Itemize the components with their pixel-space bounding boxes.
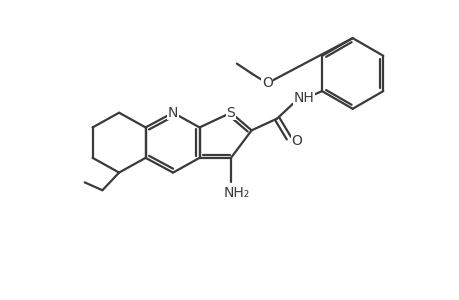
Text: N: N: [168, 106, 178, 120]
Text: NH: NH: [292, 91, 313, 105]
Text: O: O: [291, 134, 302, 148]
Text: S: S: [226, 106, 235, 120]
Text: NH₂: NH₂: [223, 186, 249, 200]
Text: O: O: [261, 76, 272, 90]
